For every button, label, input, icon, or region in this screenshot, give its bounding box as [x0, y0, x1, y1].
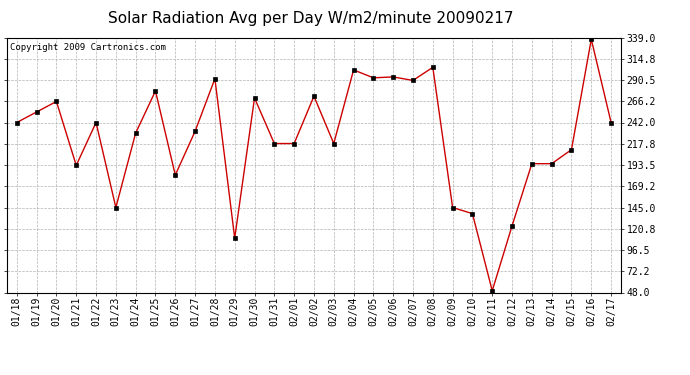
Text: Solar Radiation Avg per Day W/m2/minute 20090217: Solar Radiation Avg per Day W/m2/minute … — [108, 11, 513, 26]
Text: Copyright 2009 Cartronics.com: Copyright 2009 Cartronics.com — [10, 43, 166, 52]
